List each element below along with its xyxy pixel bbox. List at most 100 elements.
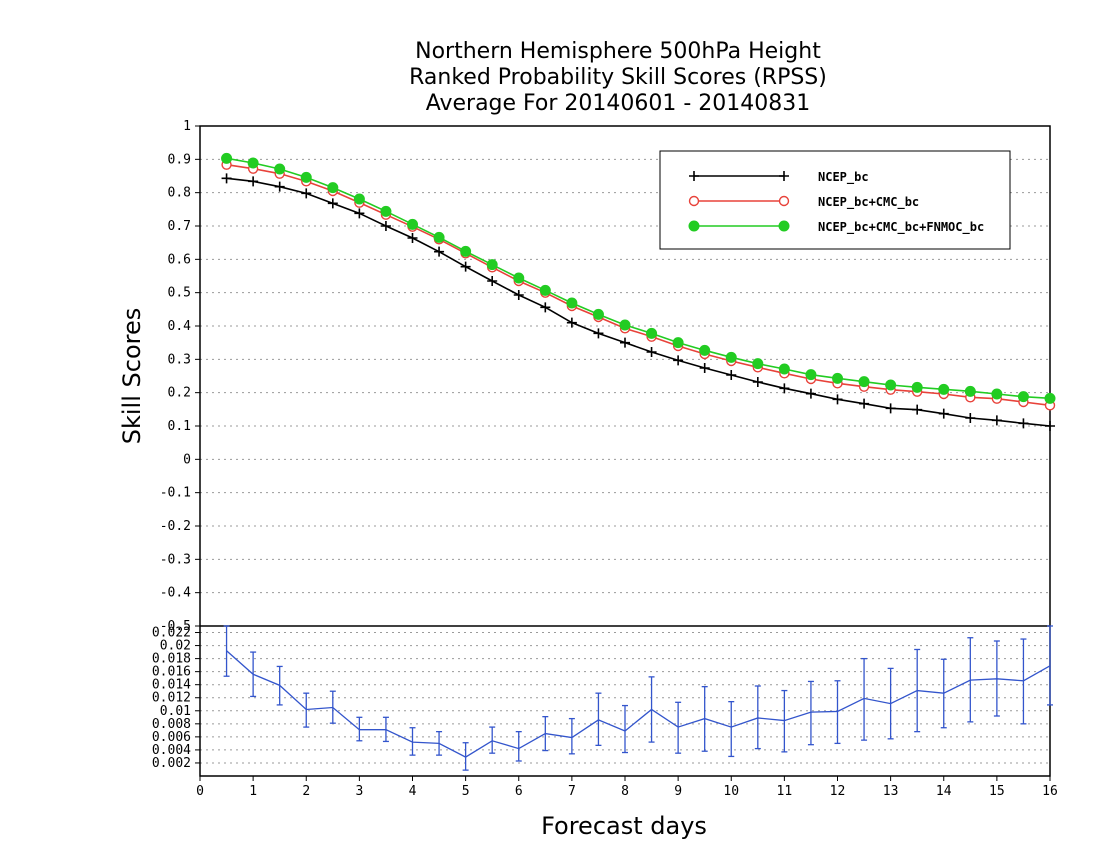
legend-marker-1 [778, 195, 790, 207]
upper-y-tick-label: 0.9 [168, 152, 191, 167]
legend-marker-2 [778, 220, 790, 232]
series-0-point [407, 233, 418, 243]
series-2-point [991, 388, 1003, 400]
upper-y-tick-label: 1 [183, 119, 191, 134]
upper-y-tick-label: -0.5 [160, 619, 191, 634]
series-0-point [832, 394, 843, 405]
series-2-point [539, 284, 551, 296]
upper-y-tick-label: -0.3 [160, 552, 191, 567]
error-bar [489, 726, 496, 754]
error-bar [568, 717, 575, 755]
series-0-point [805, 388, 816, 399]
series-2-point [353, 193, 365, 205]
upper-y-tick-label: -0.1 [160, 486, 191, 501]
series-0-point [460, 261, 471, 272]
series-2 [221, 152, 1056, 404]
error-bar [622, 704, 628, 754]
error-bar [781, 689, 788, 753]
error-bar [329, 690, 336, 724]
series-2-point [486, 259, 498, 271]
upper-y-tick-label: -0.4 [160, 586, 191, 601]
series-2-point [858, 376, 870, 388]
lower-panel-series [223, 625, 1053, 771]
x-tick-label: 14 [936, 784, 952, 799]
series-0-point [726, 370, 737, 380]
series-2-point [832, 372, 843, 384]
error-bar [1047, 625, 1053, 706]
error-bar [542, 716, 549, 752]
error-bar [834, 680, 841, 745]
lower-y-tick-label: 0.018 [152, 652, 191, 667]
error-bar [409, 727, 416, 756]
upper-y-axis-ticks: -0.5 -0.4 -0.3 -0.2 -0.1 0 0.1 0.2 0.3 0.4 0.5 0.6 0… [160, 119, 200, 634]
lower-y-axis-ticks: 0.0020.0040.0060.0080.010.0120.0140.0160… [152, 626, 200, 771]
error-bar [967, 637, 974, 723]
series-2-point [805, 369, 817, 381]
legend-marker-2 [688, 220, 700, 232]
lower-y-tick-label: 0.02 [160, 639, 191, 654]
upper-y-tick-label: 0.4 [168, 319, 192, 334]
series-0-point [540, 302, 551, 313]
upper-y-tick-label: 0.1 [168, 419, 191, 434]
legend-box [659, 150, 1011, 250]
series-0-point [673, 355, 684, 366]
series-2-point [460, 245, 472, 257]
upper-y-tick-label: 0.5 [168, 286, 191, 301]
series-2-point [964, 385, 976, 397]
chart-title-line-3: Average For 20140601 - 20140831 [426, 91, 811, 116]
series-2-point [407, 218, 418, 230]
series-0-point [301, 188, 312, 199]
series-0 [221, 173, 1055, 431]
lower-y-tick-label: 0.004 [152, 743, 191, 758]
x-tick-label: 11 [777, 784, 793, 799]
x-tick-label: 13 [883, 784, 899, 799]
x-tick-label: 10 [723, 784, 739, 799]
legend-label-ncep-cmc-fnmoc: NCEP_bc+CMC_bc+FNMOC_bc [818, 220, 984, 235]
error-bar [1020, 638, 1027, 725]
series-0-point [859, 398, 870, 409]
series-0-point [699, 363, 710, 373]
x-tick-label: 1 [249, 784, 257, 799]
x-tick-label: 4 [409, 784, 417, 799]
series-0-point [327, 198, 338, 209]
series-0-point [752, 377, 763, 387]
series-2-point [725, 351, 737, 363]
lower-y-tick-label: 0.008 [152, 717, 191, 732]
series-0-point [354, 208, 365, 219]
upper-y-tick-label: 0.8 [168, 186, 191, 201]
series-2-point [911, 381, 923, 393]
series-0-point [991, 415, 1002, 426]
series-0-point [1045, 421, 1055, 431]
chart-title-line-1: Northern Hemisphere 500hPa Height [415, 39, 821, 64]
legend-label-ncep: NCEP_bc [818, 170, 869, 185]
upper-y-tick-label: 0.3 [168, 352, 191, 367]
x-tick-label: 16 [1042, 784, 1058, 799]
series-0-point [487, 276, 498, 286]
error-bar [595, 692, 602, 746]
error-bar [303, 692, 310, 728]
series-2-point [938, 383, 950, 395]
series-0-point [938, 408, 949, 419]
series-2-point [778, 363, 790, 375]
legend-marker-0 [689, 171, 699, 181]
error-bar [861, 657, 868, 741]
x-tick-label: 9 [674, 784, 682, 799]
series-2-point [885, 379, 897, 391]
upper-y-tick-label: 0.6 [168, 252, 191, 267]
lower-y-tick-label: 0.002 [152, 756, 191, 771]
series-0-point [620, 337, 630, 348]
legend-label-ncep-cmc: NCEP_bc+CMC_bc [818, 195, 919, 210]
series-2-point [592, 308, 604, 320]
series-0-point [646, 347, 657, 357]
y-axis-title: Skill Scores [118, 308, 146, 445]
series-2-point [672, 337, 684, 349]
error-bar [993, 640, 1000, 717]
legend-marker-1 [688, 195, 700, 207]
upper-y-tick-label: 0.2 [168, 386, 191, 401]
series-2-point [274, 163, 286, 175]
chart-title-line-2: Ranked Probability Skill Scores (RPSS) [409, 65, 827, 90]
legend: NCEP_bc NCEP_bc+CMC_bc NCEP_bc+CMC_bc+FN… [659, 150, 1011, 250]
series-2-point [699, 344, 711, 356]
error-bar [728, 701, 735, 758]
series-0-point [274, 181, 285, 192]
